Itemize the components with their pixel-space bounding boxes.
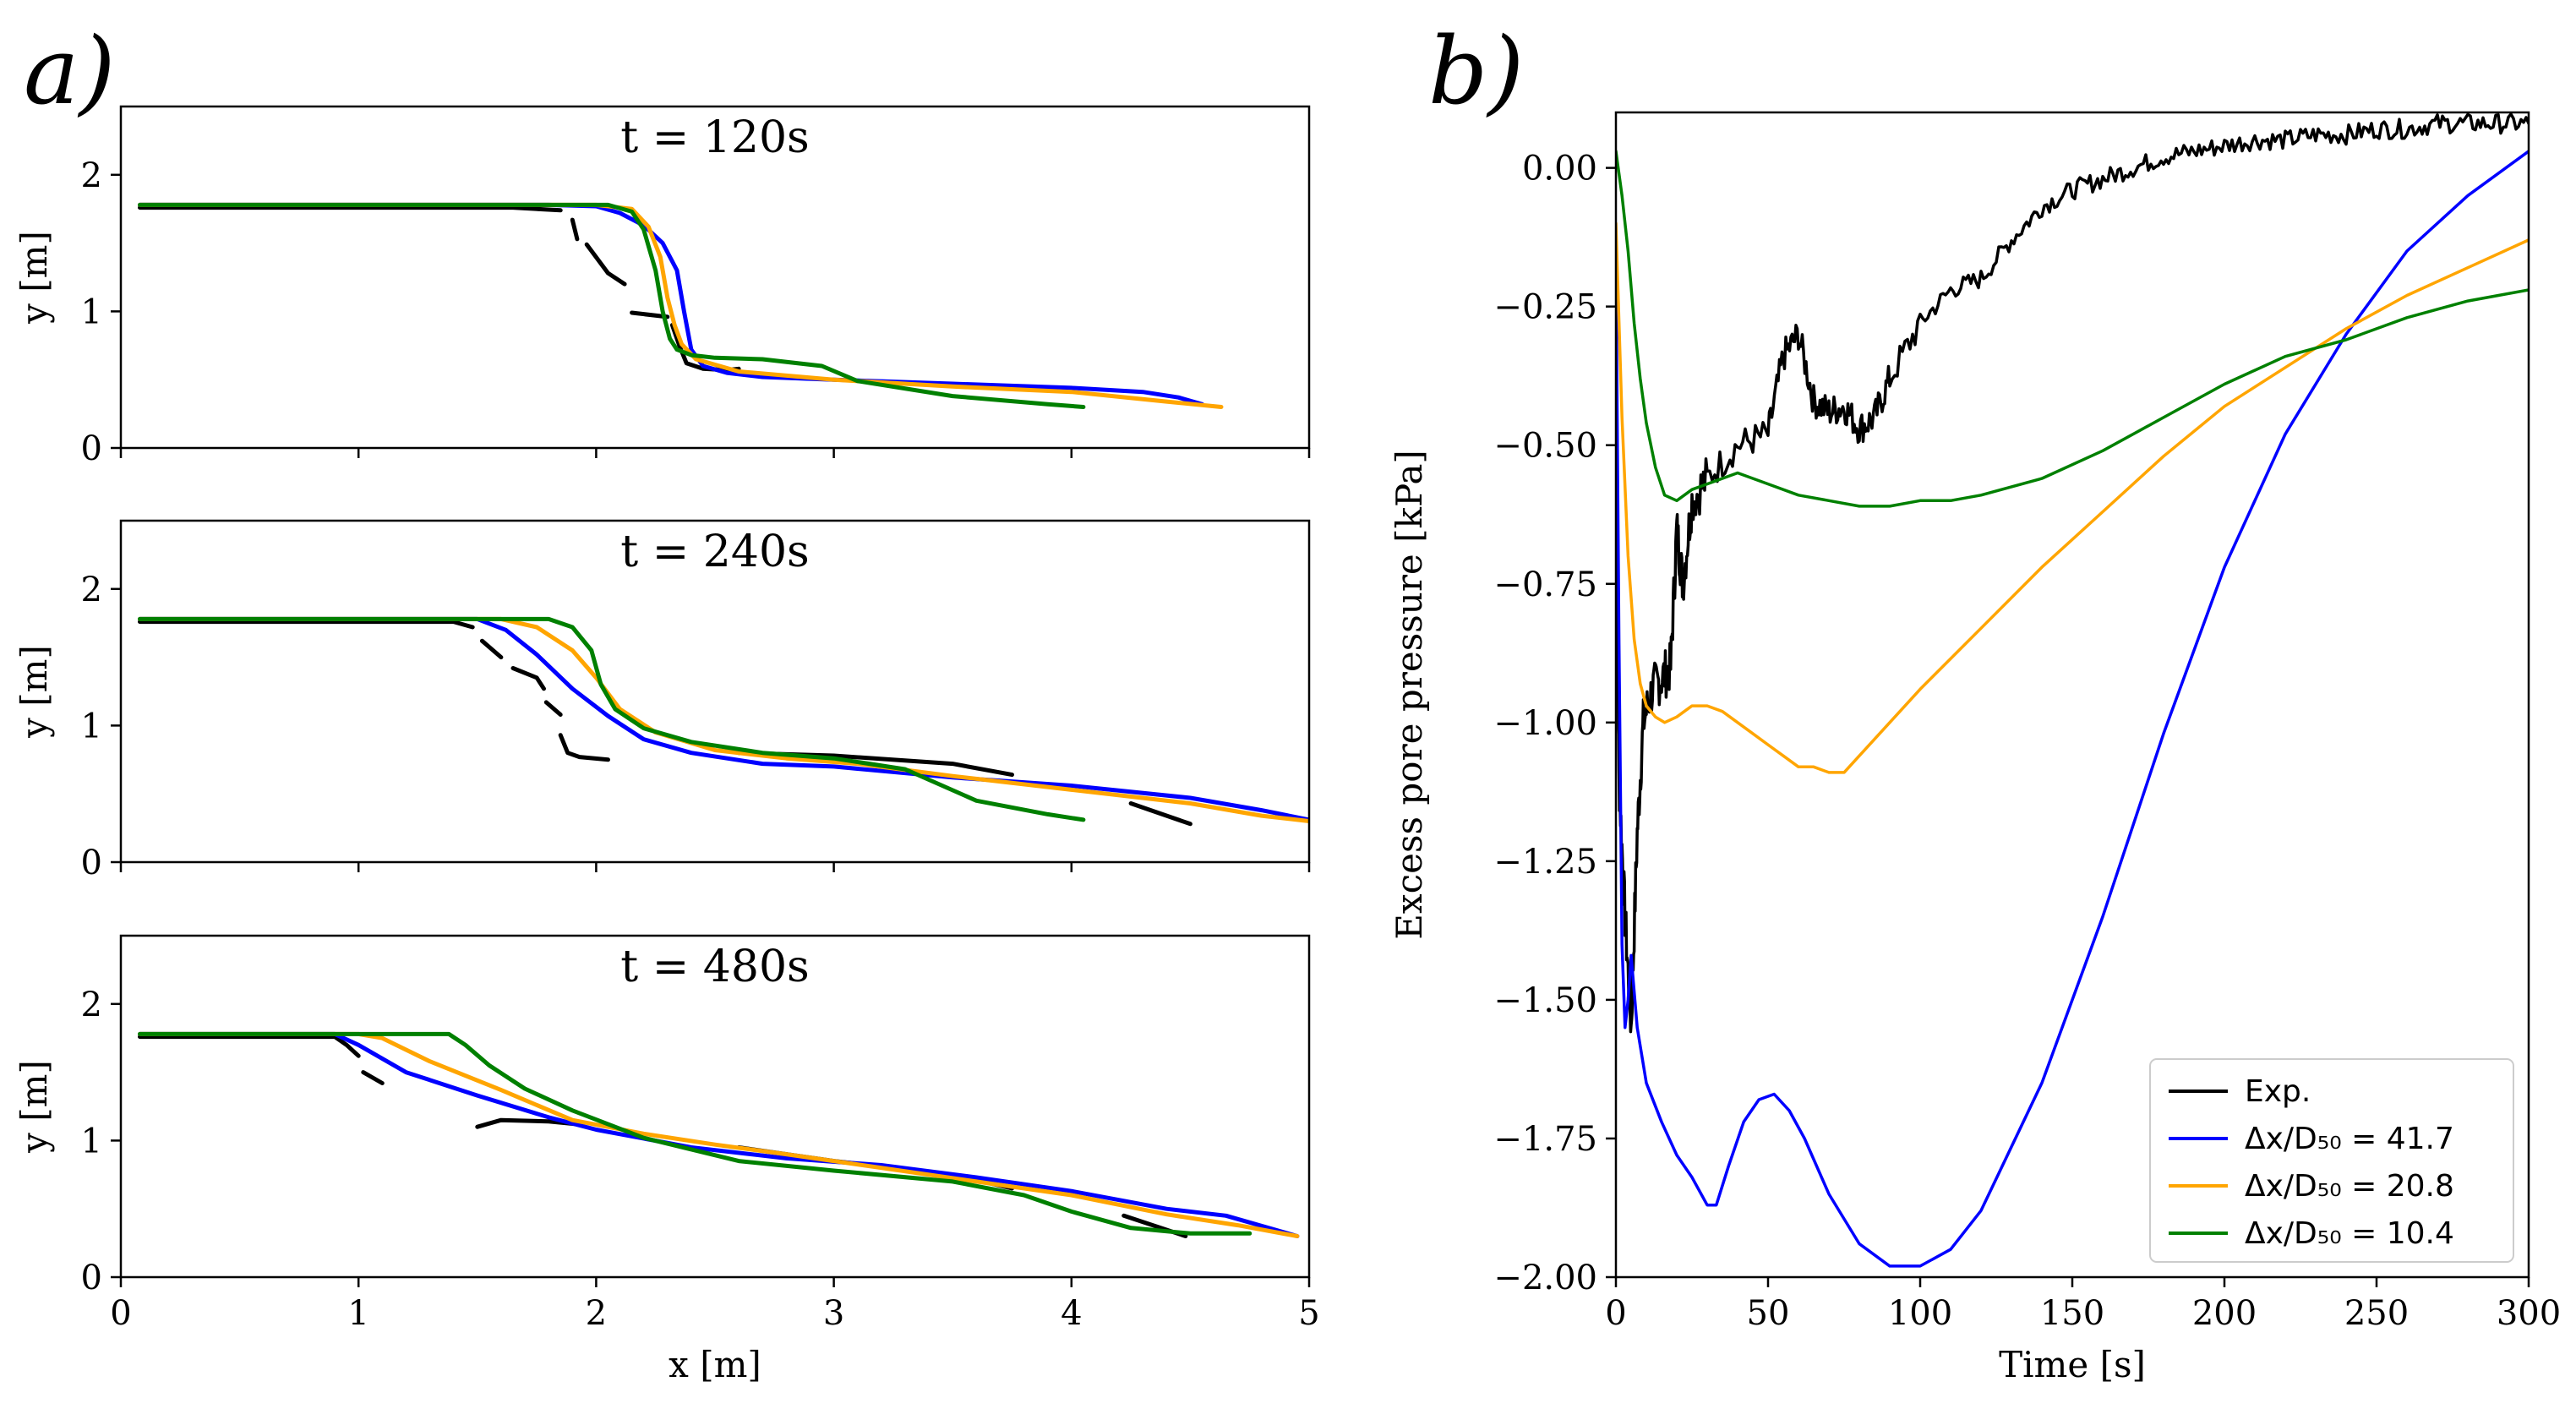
x-tick-label: 250 [2344,1294,2409,1333]
series-group [138,1031,1300,1238]
series-line-3-seg-0 [1616,150,2529,508]
y-tick-label: −2.00 [1493,1259,1597,1297]
x-tick-label: 4 [1061,1294,1082,1333]
x-tick-label: 3 [823,1294,844,1333]
y-tick-label: −1.00 [1493,704,1597,743]
plot-frame [119,519,1311,864]
x-tick-label: 1 [347,1294,368,1333]
series-line-0-seg-3 [630,310,670,319]
chart-a3: 0 1 2 3 4 5 0 1 2 t = 480s y [m] x [m] [14,934,1320,1385]
series-line-0-seg-1 [361,1070,385,1085]
y-tick-label: 1 [81,707,102,745]
y-tick-label: 0 [81,844,102,882]
x-tick-label: 300 [2497,1294,2561,1333]
chart-title: t = 480s [620,942,809,992]
chart-a1: 0 1 2 t = 120s y [m] [14,105,1311,468]
y-tick-label: 2 [81,986,102,1024]
y-axis-label: Excess pore pressure [kPa] [1389,450,1430,940]
x-tick-label: 2 [586,1294,607,1333]
chart-a2: 0 1 2 t = 240s y [m] [14,519,1311,882]
series-line-0-seg-1 [479,638,504,660]
legend-label: Δx/D₅₀ = 20.8 [2245,1169,2454,1204]
y-tick-label: −1.75 [1493,1120,1597,1159]
legend-label: Δx/D₅₀ = 41.7 [2245,1122,2454,1156]
legend-label: Exp. [2245,1074,2311,1109]
series-line-0-seg-2 [584,242,627,287]
y-axis-label: y [m] [14,1060,55,1154]
y-tick-label: 0.00 [1522,150,1597,188]
y-tick-label: −1.25 [1493,843,1597,882]
series-group [138,202,1224,409]
legend-box [2149,1058,2514,1263]
y-tick-label: 1 [81,1122,102,1161]
x-axis-label: x [m] [669,1344,761,1385]
x-tick-label: 50 [1747,1294,1790,1333]
y-tick-label: −0.75 [1493,565,1597,604]
series-line-0-seg-4 [558,733,610,762]
x-tick-label: 100 [1888,1294,1952,1333]
series-group [138,616,1309,827]
x-tick-label: 200 [2192,1294,2257,1333]
legend-label: Δx/D₅₀ = 10.4 [2245,1216,2454,1251]
chart-b: 0 50 100 150 200 250 300 0.00 −0.25 −0.50 −0.75 −1.… [1389,111,2561,1385]
plot-frame [119,105,1311,450]
y-axis-label: y [m] [14,645,55,739]
series-line-1-seg-0 [138,616,1309,822]
series-line-3-seg-0 [138,202,1086,409]
series-line-0-seg-0 [138,620,475,630]
series-line-1-seg-0 [1616,150,2529,1268]
series-line-0-seg-3 [543,700,563,717]
y-tick-label: 1 [81,292,102,331]
y-tick-label: 0 [81,1259,102,1297]
y-tick-label: 2 [81,571,102,609]
x-tick-label: 0 [110,1294,131,1333]
x-tick-label: 150 [2040,1294,2104,1333]
series-line-2-seg-0 [1616,221,2529,774]
series-line-0-seg-2 [510,666,546,691]
x-axis-label: Time [s] [1999,1344,2146,1385]
y-axis-label: y [m] [14,231,55,325]
plot-frame [119,934,1311,1279]
series-line-0-seg-1 [570,217,580,242]
y-tick-label: 0 [81,429,102,468]
series-line-0-seg-0 [138,1035,361,1058]
series-group [1616,112,2529,1268]
y-tick-label: −1.50 [1493,981,1597,1020]
series-line-0-seg-0 [1616,112,2529,1034]
y-tick-label: −0.50 [1493,427,1597,466]
series-line-3-seg-0 [138,1031,1253,1236]
x-tick-label: 5 [1298,1294,1319,1333]
legend: Exp. Δx/D₅₀ = 41.7 Δx/D₅₀ = 20.8 Δx/D₅₀ = 1… [2149,1058,2514,1263]
series-line-2-seg-0 [138,202,1224,409]
series-line-0-seg-6 [1128,801,1192,827]
chart-title: t = 240s [620,527,809,577]
panel-label-a: a) [24,17,116,125]
series-line-3-seg-0 [138,616,1086,822]
y-tick-label: −0.25 [1493,288,1597,327]
panel-label-b: b) [1428,17,1524,125]
chart-title: t = 120s [620,112,809,163]
y-tick-label: 2 [81,156,102,195]
series-line-1-seg-0 [138,1031,1300,1238]
series-line-2-seg-0 [138,1031,1300,1238]
x-tick-label: 0 [1605,1294,1626,1333]
series-line-0-seg-0 [138,205,563,213]
